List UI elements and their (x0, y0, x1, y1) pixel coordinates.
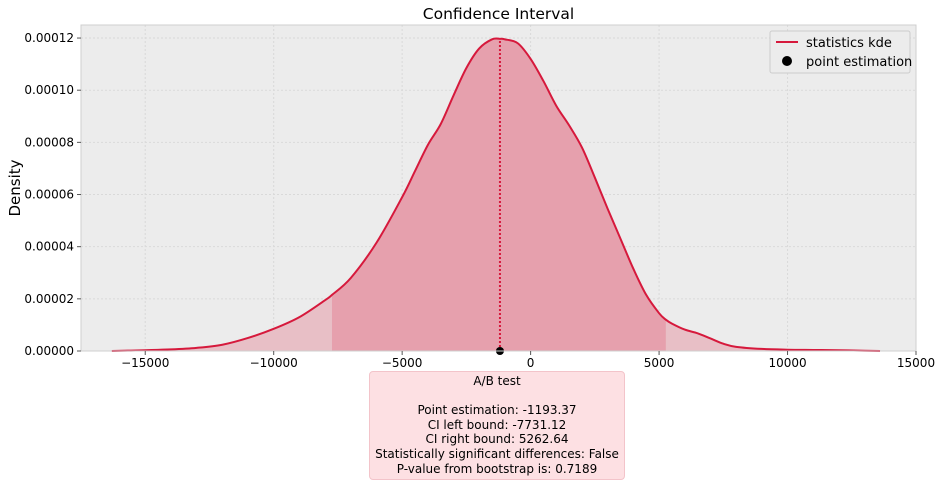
legend-label-kde: statistics kde (806, 36, 892, 51)
x-tick-label: −5000 (382, 356, 423, 370)
y-tick-label: 0.00012 (24, 31, 74, 45)
summary-ci-right: CI right bound: 5262.64 (425, 432, 569, 447)
legend-label-point-estimation: point estimation (806, 55, 912, 70)
summary-p-value: P-value from bootstrap is: 0.7189 (396, 461, 598, 476)
x-tick-label: 15000 (897, 356, 935, 370)
legend: statistics kde point estimation (769, 30, 912, 74)
y-tick-label: 0.00008 (24, 135, 74, 149)
density-curve (111, 37, 881, 352)
summary-heading: A/B test (473, 374, 521, 388)
y-axis-title: Density (6, 159, 24, 216)
chart-title: Confidence Interval (423, 5, 574, 23)
legend-dot-swatch (782, 56, 792, 66)
x-tick-label: 0 (527, 356, 535, 370)
summary-significance: Statistically significant differences: F… (375, 446, 619, 461)
x-tick-label: −15000 (121, 356, 169, 370)
summary-ci-left: CI left bound: -7731.12 (427, 417, 567, 432)
y-tick-label: 0.00010 (24, 83, 74, 97)
density-fill (111, 38, 881, 352)
plot-frame (80, 24, 917, 352)
y-tick-label: 0.00004 (24, 240, 74, 254)
kde-line (111, 37, 881, 352)
legend-box (769, 30, 911, 74)
ab-test-summary-box: A/B test Point estimation: -1193.37 CI l… (369, 371, 625, 480)
y-tick-label: 0.00000 (24, 344, 74, 358)
y-tick-label: 0.00002 (24, 292, 74, 306)
summary-point-estimation: Point estimation: -1193.37 (417, 403, 577, 418)
y-axis: 0.00000 0.00002 0.00004 0.00006 0.00008 0.000… (24, 31, 81, 358)
ci-fill (331, 38, 666, 352)
x-axis: −15000 −10000 −5000 0 5000 10000 15000 (121, 351, 935, 370)
x-tick-label: 5000 (644, 356, 675, 370)
x-tick-label: −10000 (250, 356, 298, 370)
y-tick-label: 0.00006 (24, 188, 74, 202)
summary-spacer (370, 389, 624, 404)
x-tick-label: 10000 (768, 356, 806, 370)
